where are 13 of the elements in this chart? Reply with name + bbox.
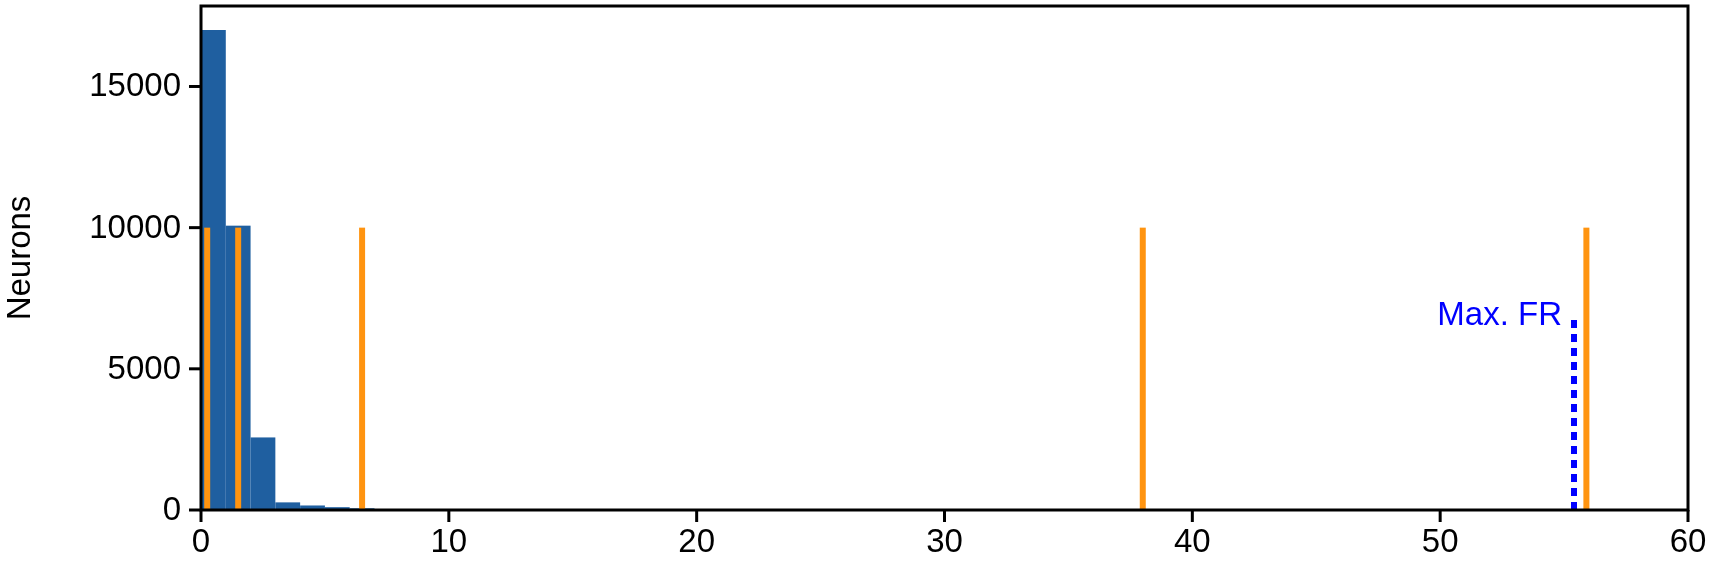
y-tick-label: 15000	[89, 66, 181, 104]
x-tick-label: 0	[191, 522, 211, 559]
y-tick-label: 5000	[107, 348, 181, 386]
x-tick-label: 60	[1669, 522, 1707, 559]
x-tick-label: 10	[430, 522, 468, 559]
series-label: Max. FR	[1437, 295, 1562, 333]
y-axis-title: Neurons	[0, 195, 37, 321]
y-tick-label: 0	[162, 490, 181, 527]
x-tick-label: 50	[1421, 522, 1459, 559]
x-tick-label: 30	[926, 522, 963, 559]
x-tick-label: 20	[678, 522, 716, 559]
x-tick-label: 40	[1173, 522, 1211, 559]
y-tick-label: 10000	[89, 207, 181, 245]
